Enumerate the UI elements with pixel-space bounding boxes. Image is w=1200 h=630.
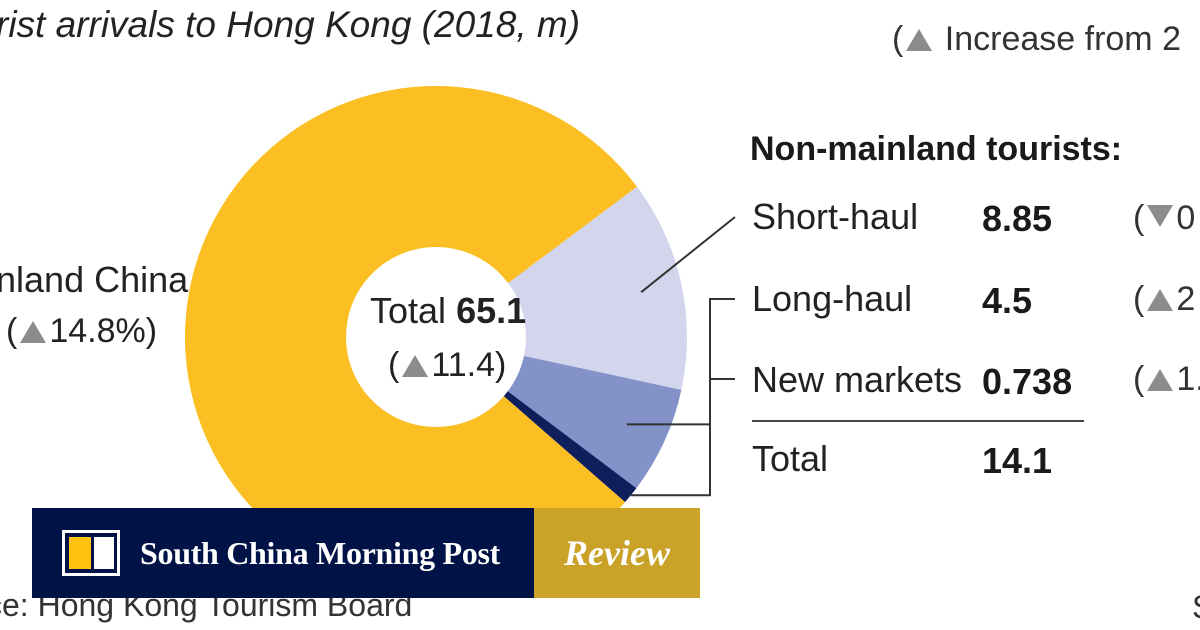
total-change-value: 11.4 — [431, 346, 495, 384]
total-label-text: Total — [370, 290, 447, 331]
row-change-new-markets: (1. — [1133, 360, 1200, 399]
up-triangle-icon — [1147, 289, 1174, 311]
row-value-new-markets: 0.738 — [982, 361, 1073, 402]
right-edge-fragment: S — [1192, 589, 1200, 626]
row-name-total: Total — [752, 438, 829, 479]
scmp-logo-icon — [62, 530, 120, 576]
up-triangle-icon — [402, 355, 429, 377]
mainland-label: nland China — [0, 259, 189, 300]
leader-line-long-haul — [626, 298, 735, 426]
row-value-short-haul: 8.85 — [982, 198, 1053, 239]
pie-center-hole — [346, 247, 526, 427]
row-change-short-haul: (0 — [1133, 199, 1196, 237]
chart-title: rist arrivals to Hong Kong (2018, m) — [0, 4, 581, 45]
row-name-new-markets: New markets — [752, 359, 963, 400]
up-triangle-icon — [906, 29, 933, 51]
row-value-total: 14.1 — [982, 440, 1053, 481]
up-triangle-icon — [20, 321, 47, 343]
row-change-long-haul: (2 — [1133, 280, 1196, 318]
row-name-long-haul: Long-haul — [752, 278, 913, 319]
brand-banner: South China Morning Post Review — [32, 508, 700, 598]
section-tag: Review — [534, 508, 700, 598]
row-change-value: 1. — [1176, 360, 1200, 398]
row-value-long-haul: 4.5 — [982, 280, 1033, 321]
up-triangle-icon — [1147, 369, 1174, 391]
non-mainland-heading: Non-mainland tourists: — [750, 130, 1123, 168]
mainland-change: (14.8%) — [6, 312, 158, 350]
pie-total-label: Total 65.1 — [370, 290, 526, 332]
row-change-value: 0 — [1176, 199, 1196, 237]
down-triangle-icon — [1147, 205, 1174, 227]
leader-line-new-markets — [630, 378, 735, 497]
leader-line-short-haul — [640, 216, 736, 293]
brand-block: South China Morning Post — [32, 508, 534, 598]
legend-note: ( Increase from 2 — [892, 20, 1181, 58]
mainland-change-value: 14.8% — [49, 312, 146, 350]
pie-total-change: (11.4) — [388, 346, 507, 384]
legend-note-text: Increase from 2 — [944, 20, 1181, 58]
brand-name: South China Morning Post — [140, 534, 500, 571]
total-value: 65.1 — [456, 290, 527, 331]
row-name-short-haul: Short-haul — [752, 196, 919, 237]
table-divider — [752, 420, 1084, 422]
row-change-value: 2 — [1176, 280, 1196, 318]
